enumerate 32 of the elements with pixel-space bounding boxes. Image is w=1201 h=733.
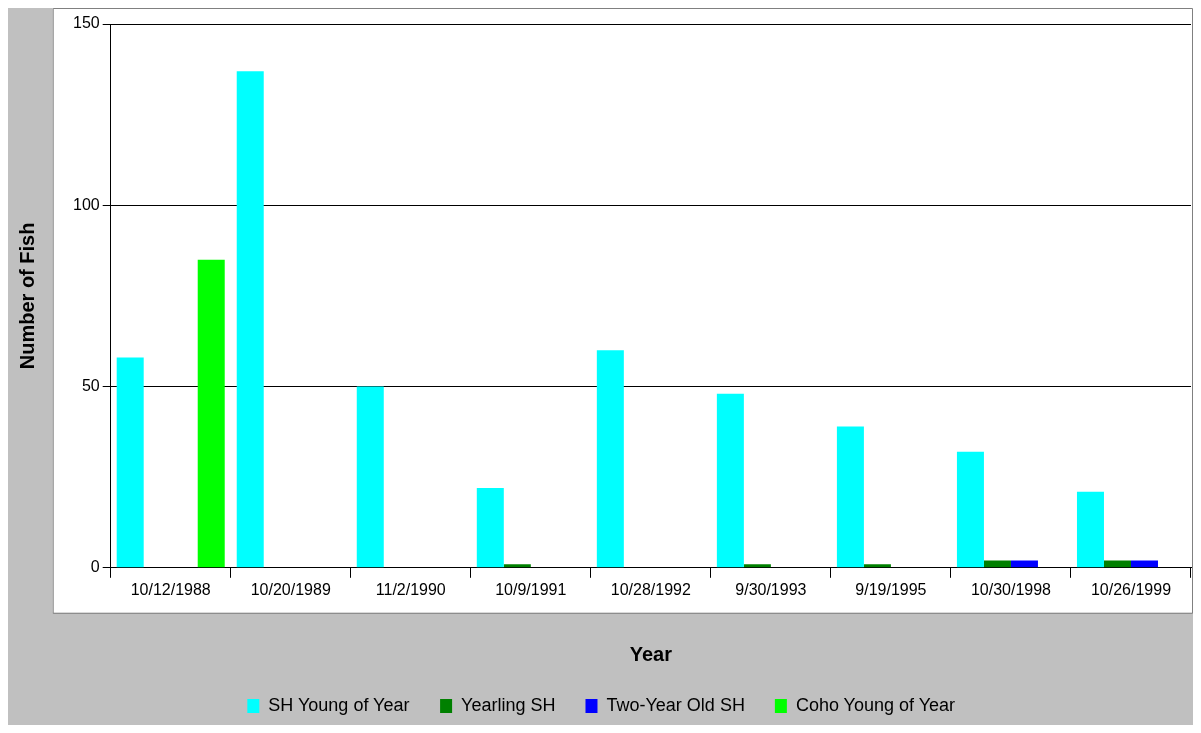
- bar: [743, 564, 771, 568]
- x-tick-label: 10/20/1989: [250, 580, 331, 598]
- x-axis-title: Year: [629, 642, 673, 665]
- legend-label: Yearling SH: [461, 694, 556, 715]
- bar: [596, 350, 624, 568]
- y-tick-label: 150: [72, 14, 100, 32]
- legend-label: Coho Young of Year: [795, 694, 956, 715]
- y-tick-label: 50: [81, 376, 100, 394]
- legend-label: SH Young of Year: [268, 694, 410, 715]
- x-tick-label: 10/28/1992: [610, 580, 691, 598]
- x-tick-label: 9/19/1995: [855, 580, 927, 598]
- x-tick-label: 11/2/1990: [375, 580, 446, 598]
- bar: [716, 393, 744, 568]
- x-tick-label: 10/12/1988: [130, 580, 211, 598]
- x-tick-label: 10/30/1998: [970, 580, 1052, 598]
- y-tick-label: 0: [90, 558, 100, 576]
- bar: [476, 488, 504, 568]
- bar: [863, 564, 891, 568]
- x-tick-label: 9/30/1993: [735, 580, 807, 598]
- x-tick-label: 10/9/1991: [495, 580, 567, 598]
- bar: [197, 259, 225, 568]
- bar: [503, 564, 531, 568]
- legend-label: Two-Year Old SH: [606, 694, 745, 715]
- y-axis-title: Number of Fish: [15, 222, 38, 370]
- bar: [956, 451, 984, 568]
- bar: [356, 386, 384, 568]
- bar: [236, 71, 264, 568]
- bar: [1076, 491, 1104, 568]
- x-tick-label: 10/26/1999: [1090, 580, 1172, 598]
- y-tick-label: 100: [72, 195, 100, 213]
- bar: [836, 426, 864, 568]
- bar: [116, 357, 144, 568]
